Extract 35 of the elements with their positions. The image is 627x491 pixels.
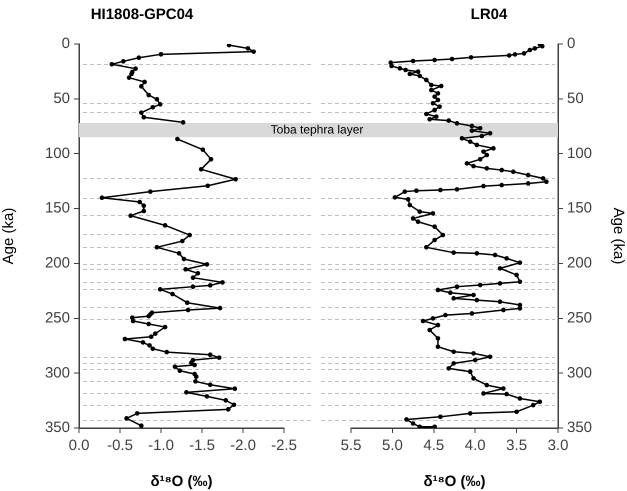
y-tick-label: 300 (44, 364, 70, 382)
y-tick-label: 150 (44, 200, 70, 217)
x-tick-label: 4.5 (423, 437, 444, 454)
y-tick-label: 50 (53, 90, 70, 107)
y-tick-label: 50 (567, 90, 584, 107)
x-tick-label: 5.0 (382, 437, 403, 454)
chart-title: HI1808-GPC04 (90, 6, 194, 24)
y-tick-label: 100 (44, 144, 70, 162)
y-tick-label: 150 (567, 200, 592, 217)
x-tick-label: 5.5 (340, 437, 362, 454)
x-tick-label: -0.5 (107, 437, 133, 454)
x-axis-title: δ¹⁸O (‰) (150, 473, 213, 490)
y-tick-label: 250 (567, 309, 592, 326)
y-tick-label: 350 (44, 419, 70, 436)
x-tick-label: -1.0 (148, 437, 174, 454)
x-tick-label: 4.0 (464, 437, 486, 454)
x-axis-title: δ¹⁸O (‰) (423, 473, 486, 490)
y-axis-title: Age (ka) (610, 208, 627, 264)
chart-title: LR04 (470, 6, 508, 24)
y-tick-label: 0 (62, 35, 70, 52)
y-tick-label: 350 (567, 419, 592, 436)
x-tick-label: 0.0 (68, 437, 90, 454)
x-tick-label: -2.5 (271, 437, 297, 454)
y-tick-label: 300 (567, 364, 592, 382)
band-label: Toba tephra layer (270, 122, 364, 136)
y-tick-label: 200 (44, 254, 70, 272)
x-tick-label: -1.5 (189, 437, 215, 454)
x-tick-label: 3.0 (548, 437, 568, 454)
y-tick-label: 0 (567, 35, 576, 52)
y-tick-label: 200 (567, 254, 592, 272)
y-axis-title: Age (ka) (0, 208, 18, 264)
x-tick-label: 3.5 (506, 437, 528, 454)
y-tick-label: 100 (567, 144, 592, 162)
x-tick-label: -2.0 (230, 437, 256, 454)
y-tick-label: 250 (44, 309, 70, 326)
